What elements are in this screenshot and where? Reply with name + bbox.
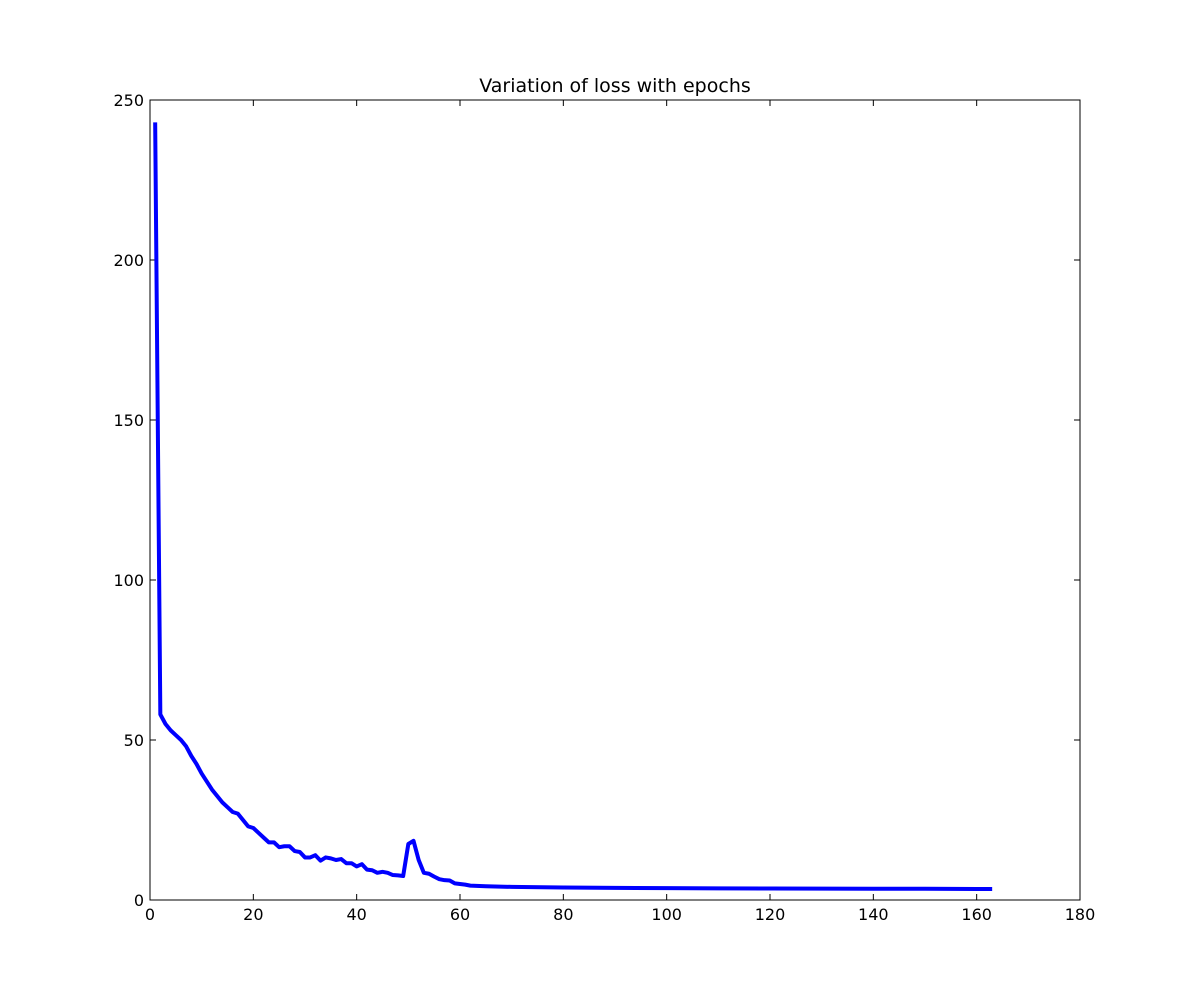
y-tick-label: 200	[113, 251, 144, 270]
x-tick-label: 20	[243, 905, 263, 924]
y-tick-label: 100	[113, 571, 144, 590]
x-tick-label: 80	[553, 905, 573, 924]
chart-title: Variation of loss with epochs	[479, 75, 751, 97]
y-tick-label: 150	[113, 411, 144, 430]
x-tick-label: 0	[145, 905, 155, 924]
x-tick-label: 40	[346, 905, 366, 924]
x-tick-label: 160	[961, 905, 992, 924]
y-tick-label: 0	[134, 891, 144, 910]
x-tick-label: 60	[450, 905, 470, 924]
x-tick-label: 120	[755, 905, 786, 924]
x-tick-label: 100	[651, 905, 682, 924]
y-tick-label: 250	[113, 91, 144, 110]
plot-frame	[149, 99, 1081, 901]
x-tick-label: 140	[858, 905, 889, 924]
x-tick-label: 180	[1065, 905, 1096, 924]
loss-series-line	[153, 122, 993, 891]
series-layer	[153, 122, 993, 891]
ticks-layer: 0 20 40 60 80 100 120 140 160 180 0 50 100 150 200 250	[113, 91, 1095, 924]
y-tick-label: 50	[124, 731, 144, 750]
